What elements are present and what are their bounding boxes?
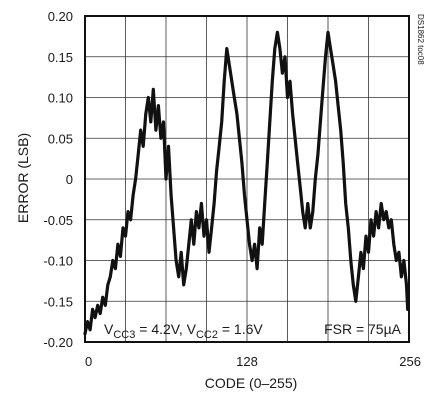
- y-tick-label: 0: [66, 172, 73, 187]
- y-tick-label: -0.20: [43, 335, 73, 350]
- x-tick-label: 256: [399, 354, 421, 369]
- series: [83, 30, 410, 336]
- x-tick-label: 128: [236, 354, 258, 369]
- grid: [85, 15, 409, 343]
- x-axis-title: CODE (0–255): [205, 375, 298, 391]
- y-tick-label: -0.05: [43, 213, 73, 228]
- figure-id-label: DS1862 toc08: [416, 14, 424, 65]
- vcc-annotation: VCC3 = 4.2V, VCC2 = 1.6V: [104, 321, 263, 341]
- y-tick-label: -0.10: [43, 254, 73, 269]
- tick-labels: 0.20 0.15 0.10 0.05 0 -0.05 -0.10 -0.15 -0.20 0 12…: [43, 9, 421, 369]
- plot-frame: [84, 15, 410, 343]
- y-tick-label: -0.15: [43, 294, 73, 309]
- x-tick-label: 0: [85, 354, 92, 369]
- y-tick-label: 0.15: [48, 50, 73, 65]
- fsr-annotation: FSR = 75µA: [324, 321, 402, 337]
- y-axis-title: ERROR (LSB): [15, 133, 31, 223]
- y-tick-label: 0.10: [48, 91, 73, 106]
- series-line: [83, 30, 410, 336]
- y-tick-label: 0.20: [48, 9, 73, 24]
- y-tick-label: 0.05: [48, 131, 73, 146]
